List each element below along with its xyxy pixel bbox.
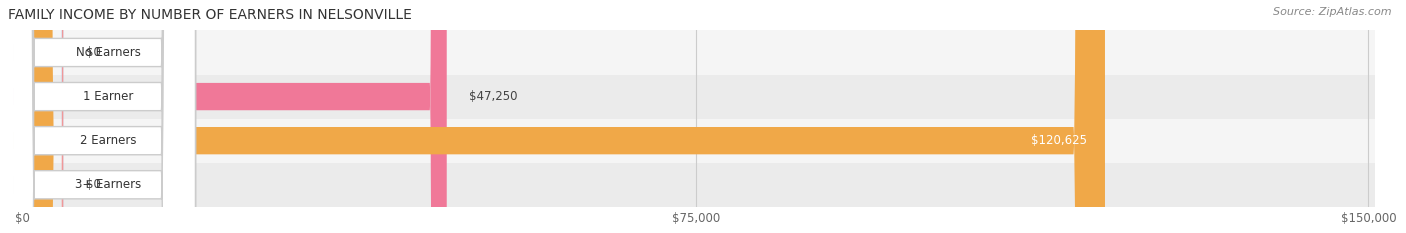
FancyBboxPatch shape — [0, 0, 195, 233]
Text: $47,250: $47,250 — [470, 90, 517, 103]
FancyBboxPatch shape — [22, 0, 1105, 233]
FancyBboxPatch shape — [0, 0, 195, 233]
Text: FAMILY INCOME BY NUMBER OF EARNERS IN NELSONVILLE: FAMILY INCOME BY NUMBER OF EARNERS IN NE… — [8, 8, 412, 22]
Text: $120,625: $120,625 — [1031, 134, 1087, 147]
Bar — [8, 163, 1375, 207]
Text: $0: $0 — [86, 46, 101, 59]
Bar — [8, 119, 1375, 163]
Bar — [8, 31, 1375, 75]
FancyBboxPatch shape — [22, 0, 447, 233]
FancyBboxPatch shape — [22, 0, 63, 233]
FancyBboxPatch shape — [0, 0, 195, 233]
FancyBboxPatch shape — [0, 0, 195, 233]
Text: 1 Earner: 1 Earner — [83, 90, 134, 103]
Text: No Earners: No Earners — [76, 46, 141, 59]
Text: $0: $0 — [86, 178, 101, 191]
Text: 3+ Earners: 3+ Earners — [75, 178, 142, 191]
Text: Source: ZipAtlas.com: Source: ZipAtlas.com — [1274, 7, 1392, 17]
Bar — [8, 75, 1375, 119]
FancyBboxPatch shape — [22, 0, 63, 233]
Text: 2 Earners: 2 Earners — [80, 134, 136, 147]
